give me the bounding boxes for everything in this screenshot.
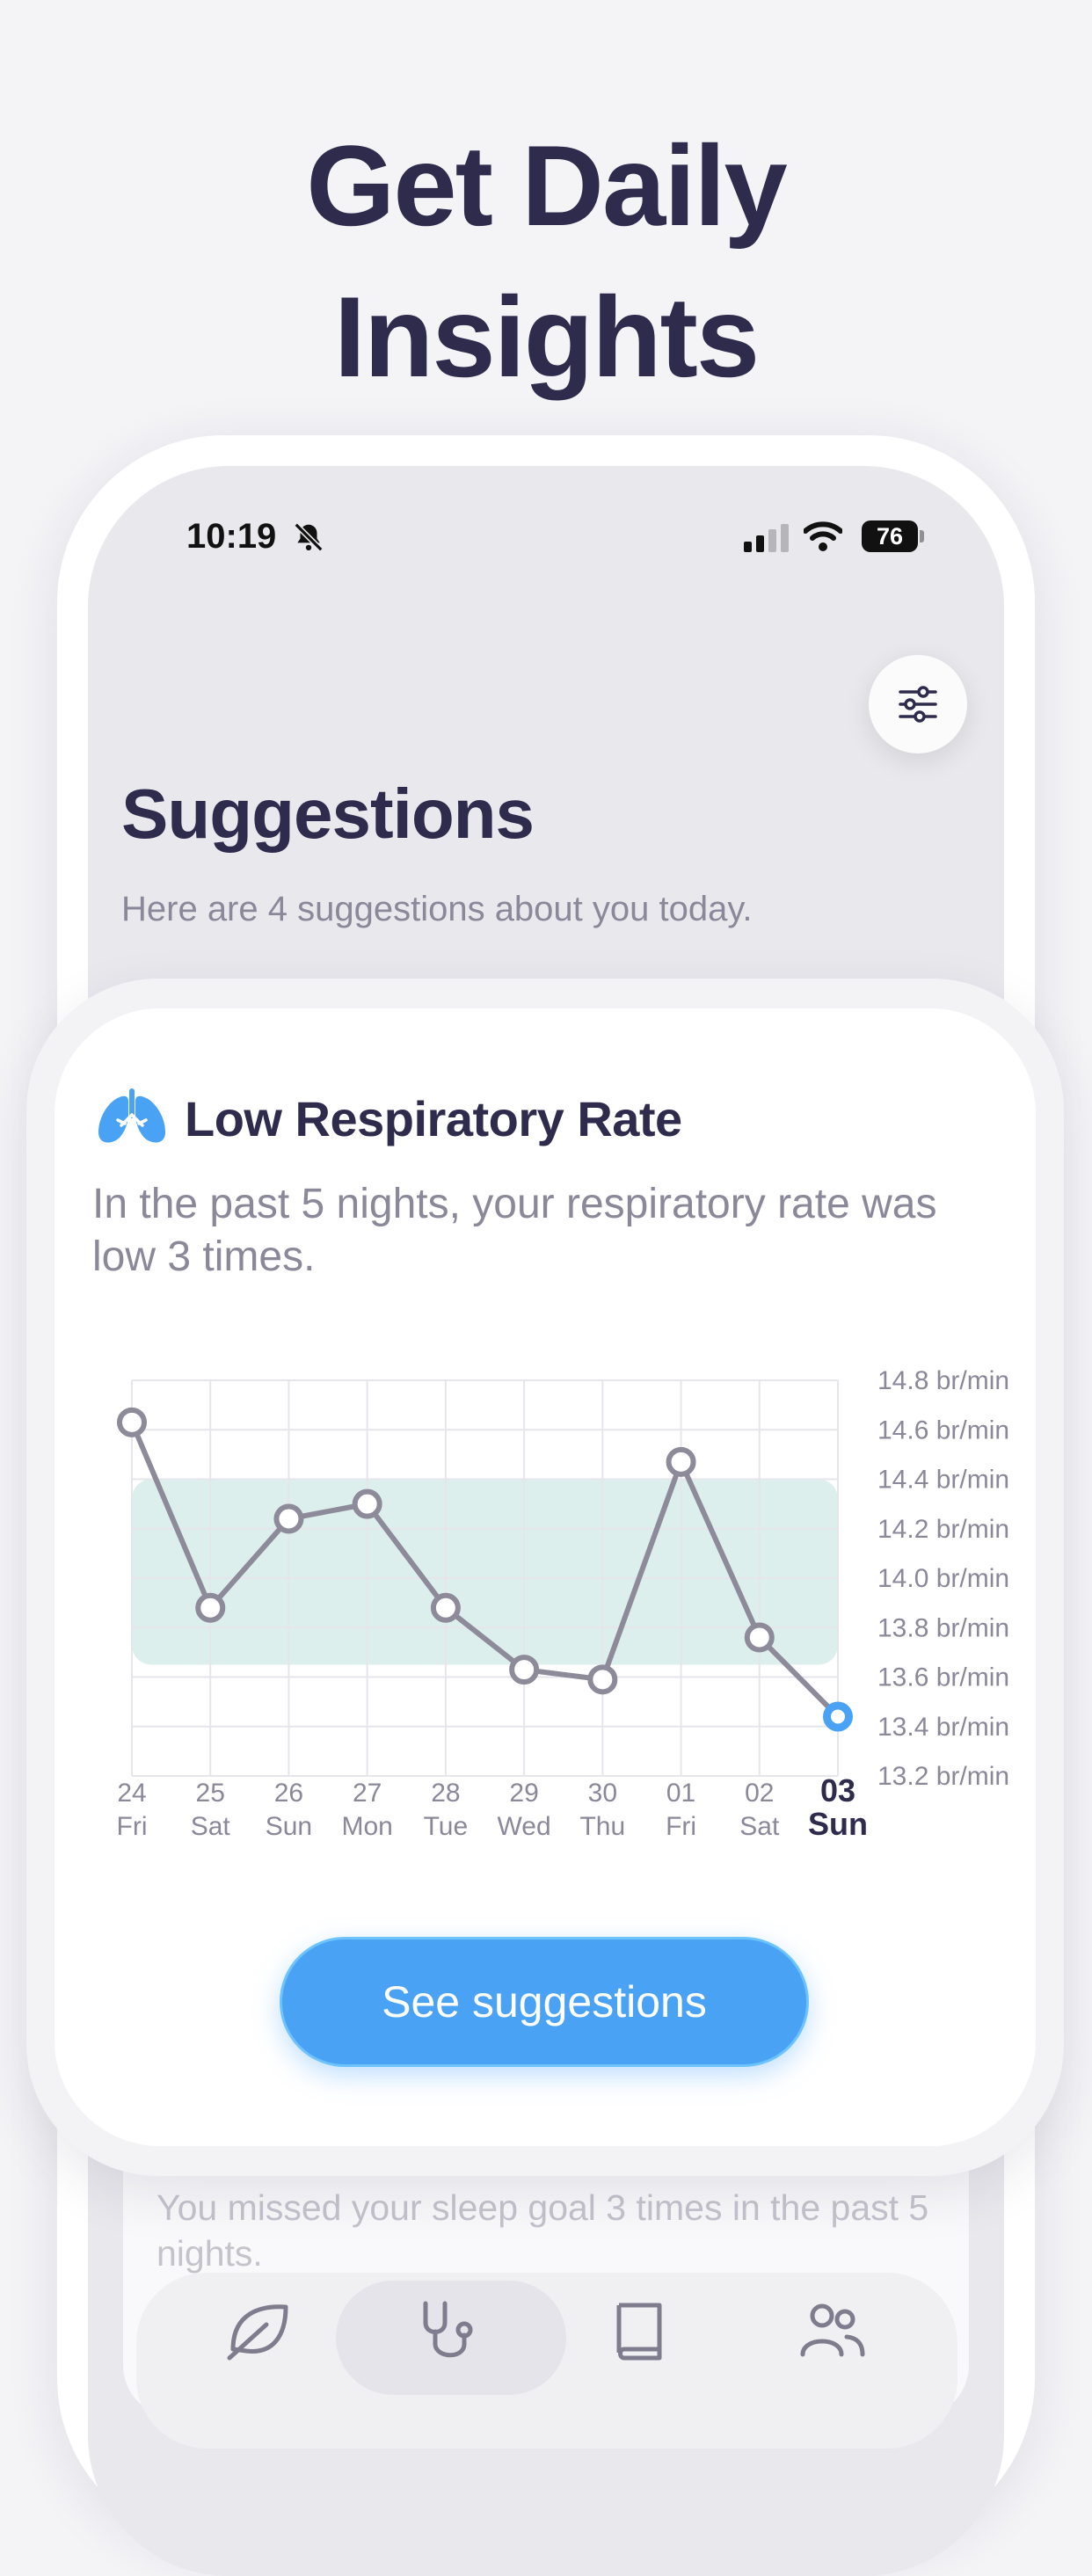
leaf-icon[interactable] (224, 2296, 295, 2363)
normal-range-band (132, 1479, 838, 1665)
x-tick-weekday: Fri (666, 1812, 696, 1841)
battery-level: 76 (862, 520, 918, 552)
bell-slash-icon (294, 522, 324, 552)
data-point (430, 1592, 461, 1623)
cellular-signal-icon (744, 524, 789, 552)
x-tick-weekday: Tue (424, 1812, 469, 1841)
x-tick-day: 03 (820, 1772, 855, 1808)
sliders-icon (899, 686, 937, 723)
secondary-suggestion-text: You missed your sleep goal 3 times in th… (157, 2187, 929, 2274)
y-tick-label: 14.0 br/min (877, 1564, 1009, 1593)
data-point (273, 1503, 304, 1534)
x-tick-day: 02 (745, 1779, 774, 1808)
data-point-highlighted-center (831, 1709, 845, 1724)
y-tick-label: 14.2 br/min (877, 1515, 1009, 1544)
x-tick-weekday: Sat (191, 1812, 231, 1841)
x-tick-weekday: Mon (341, 1812, 392, 1841)
promo-headline: Get Daily Insights (0, 110, 1092, 412)
data-point (117, 1407, 147, 1437)
data-point (509, 1655, 540, 1685)
x-tick-day: 29 (509, 1779, 538, 1808)
y-tick-label: 13.2 br/min (877, 1762, 1009, 1791)
card-title: Low Respiratory Rate (185, 1091, 682, 1146)
people-icon[interactable] (796, 2296, 866, 2363)
headline-line-1: Get Daily (306, 121, 788, 250)
data-point (587, 1664, 618, 1695)
data-point (352, 1488, 382, 1519)
x-tick-weekday: Wed (498, 1812, 551, 1841)
x-tick-weekday: Sun (808, 1806, 868, 1842)
see-suggestions-button[interactable]: See suggestions (280, 1937, 809, 2067)
book-icon[interactable] (607, 2296, 677, 2363)
stethoscope-icon[interactable] (413, 2296, 484, 2363)
x-tick-weekday: Sun (266, 1812, 312, 1841)
y-tick-label: 13.8 br/min (877, 1613, 1009, 1642)
x-tick-weekday: Sat (739, 1812, 780, 1841)
filter-button[interactable] (869, 655, 967, 753)
x-tick-weekday: Thu (579, 1812, 625, 1841)
y-tick-label: 13.6 br/min (877, 1663, 1009, 1692)
respiratory-rate-chart: 14.8 br/min 14.6 br/min 14.4 br/min 14.2 br… (117, 1366, 1010, 1842)
wifi-icon (804, 521, 842, 551)
status-time: 10:19 (186, 517, 277, 556)
x-tick-day: 26 (274, 1779, 303, 1808)
card-description: In the past 5 nights, your respiratory r… (92, 1181, 937, 1280)
x-tick-day: 25 (196, 1779, 225, 1808)
data-point (666, 1446, 696, 1477)
y-tick-label: 14.4 br/min (877, 1466, 1009, 1495)
battery-icon: 76 (862, 520, 925, 552)
data-point (195, 1592, 226, 1623)
x-tick-weekday: Fri (117, 1812, 148, 1841)
x-tick-day: 27 (353, 1779, 382, 1808)
page-subtitle: Here are 4 suggestions about you today. (121, 890, 753, 928)
y-tick-label: 14.8 br/min (877, 1366, 1009, 1395)
data-point (744, 1622, 775, 1653)
lungs-icon (98, 1088, 165, 1143)
x-tick-day: 01 (666, 1779, 695, 1808)
x-tick-day: 28 (431, 1779, 460, 1808)
battery-cap (920, 530, 924, 542)
page-title: Suggestions (121, 775, 535, 853)
x-tick-day: 24 (117, 1779, 146, 1808)
x-tick-day: 30 (588, 1779, 617, 1808)
y-tick-label: 14.6 br/min (877, 1415, 1009, 1444)
y-tick-label: 13.4 br/min (877, 1713, 1009, 1742)
series-line (129, 1419, 841, 1720)
headline-line-2: Insights (333, 273, 760, 401)
